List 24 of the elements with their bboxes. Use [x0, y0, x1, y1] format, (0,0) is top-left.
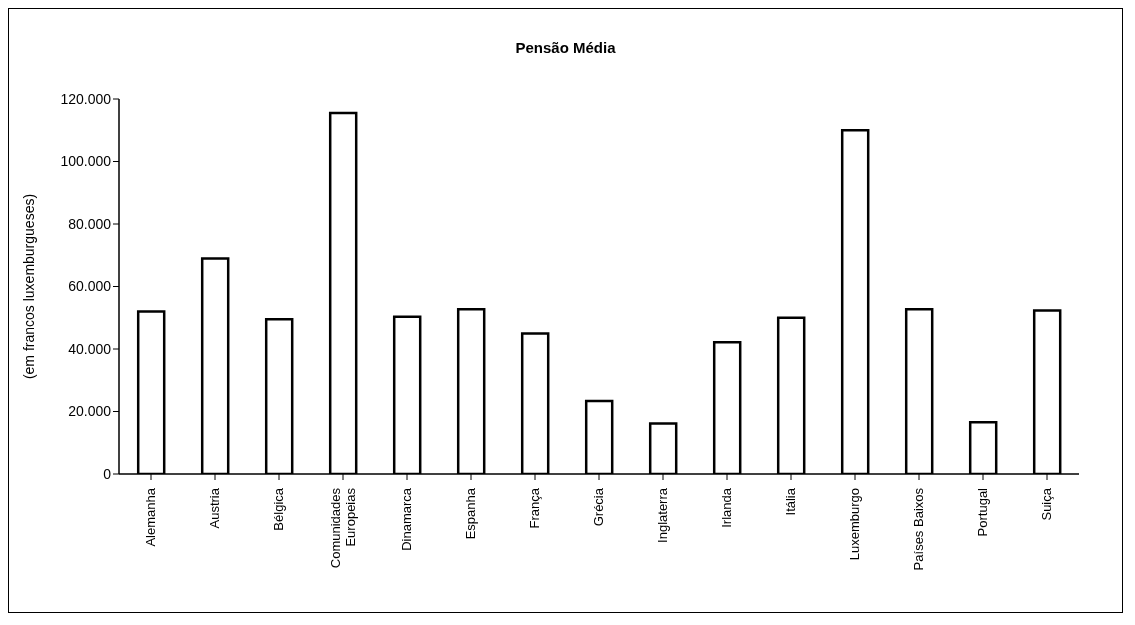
y-tick-label: 0 [103, 465, 112, 482]
y-tick-label: 60.000 [68, 278, 112, 295]
x-tick-label: Comunidades Europeias [327, 487, 358, 569]
y-axis-title: (em francos luxemburgueses) [20, 193, 37, 380]
x-tick-label: Países Baixos [911, 487, 926, 571]
x-tick-label: Itália [783, 487, 798, 516]
chart-title: Pensão Média [514, 38, 617, 58]
x-tick-label: Inglaterra [655, 487, 670, 543]
y-tick-label: 100.000 [60, 153, 112, 170]
x-tick-label: Dinamarca [399, 487, 414, 551]
x-tick-label: Espanha [463, 487, 478, 540]
x-tick-label: Luxemburgo [847, 488, 862, 561]
x-tick-label: Alemanha [143, 487, 158, 547]
y-tick-label: 40.000 [68, 340, 112, 357]
x-tick-label: Irlanda [719, 487, 734, 528]
y-tick-label: 20.000 [68, 403, 112, 420]
y-tick-label: 120.000 [60, 90, 112, 107]
x-tick-label: Portugal [975, 487, 990, 537]
x-tick-label: Bélgica [271, 487, 286, 531]
y-tick-label: 80.000 [68, 215, 112, 232]
x-tick-label: França [527, 487, 542, 529]
x-tick-label: Grécia [591, 487, 606, 527]
x-tick-label: Austria [207, 487, 222, 529]
x-tick-label: Suiça [1039, 487, 1054, 521]
